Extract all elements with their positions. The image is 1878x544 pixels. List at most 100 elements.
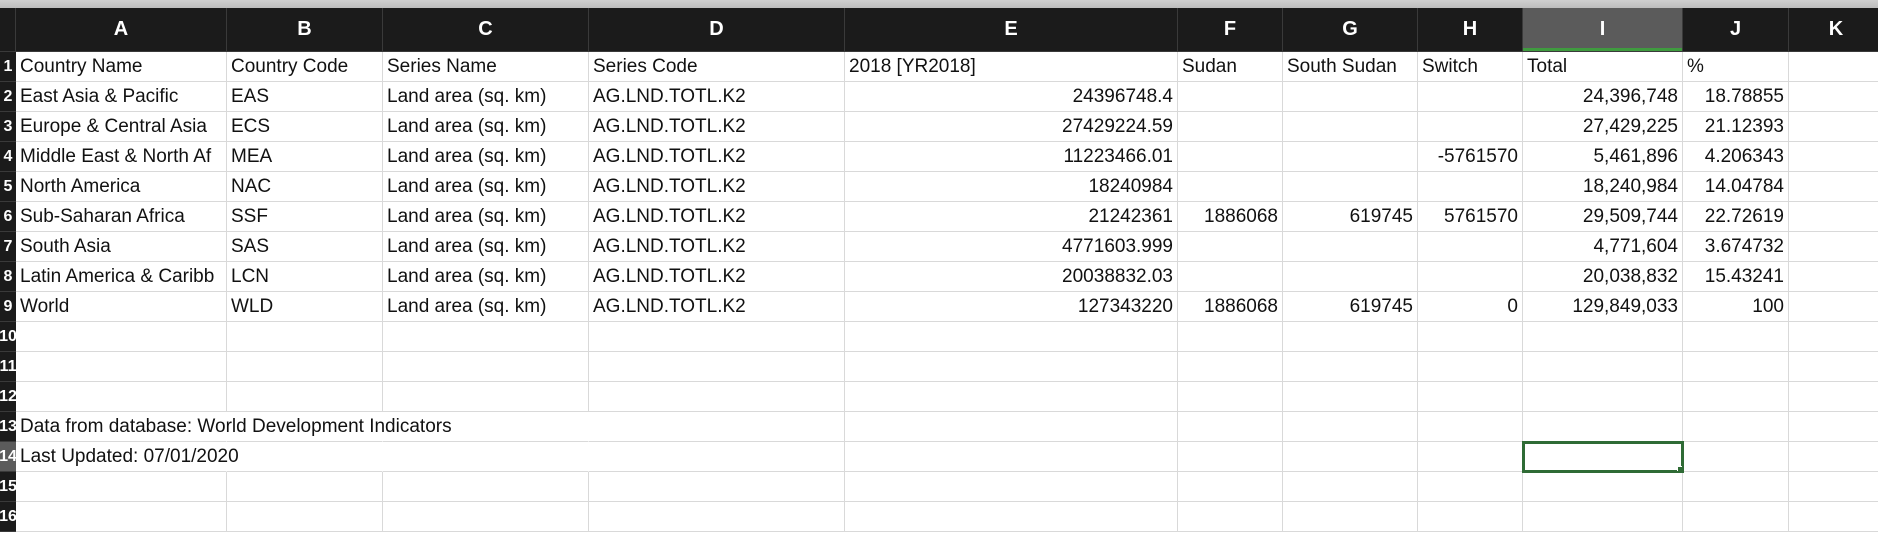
cell-g11[interactable]: [1283, 352, 1418, 382]
row-header-9[interactable]: 9: [0, 292, 16, 322]
cell-h11[interactable]: [1418, 352, 1523, 382]
cell-j4[interactable]: 4.206343: [1683, 142, 1789, 172]
cell-c3[interactable]: Land area (sq. km): [383, 112, 589, 142]
cell-d4[interactable]: AG.LND.TOTL.K2: [589, 142, 845, 172]
cell-f13[interactable]: [1178, 412, 1283, 442]
cell-e11[interactable]: [845, 352, 1178, 382]
cell-a7[interactable]: South Asia: [16, 232, 227, 262]
cell-e6[interactable]: 21242361: [845, 202, 1178, 232]
cell-e10[interactable]: [845, 322, 1178, 352]
cell-k1[interactable]: [1789, 52, 1878, 82]
cell-g4[interactable]: [1283, 142, 1418, 172]
cell-d2[interactable]: AG.LND.TOTL.K2: [589, 82, 845, 112]
column-header-d[interactable]: D: [589, 8, 845, 52]
cell-c16[interactable]: [383, 502, 589, 532]
cell-h8[interactable]: [1418, 262, 1523, 292]
cell-f10[interactable]: [1178, 322, 1283, 352]
cell-g15[interactable]: [1283, 472, 1418, 502]
cell-g16[interactable]: [1283, 502, 1418, 532]
cell-c14[interactable]: [383, 442, 589, 472]
row-header-13[interactable]: 13: [0, 412, 16, 442]
cell-j1[interactable]: %: [1683, 52, 1789, 82]
cell-f7[interactable]: [1178, 232, 1283, 262]
cell-i6[interactable]: 29,509,744: [1523, 202, 1683, 232]
cell-h4[interactable]: -5761570: [1418, 142, 1523, 172]
cell-i3[interactable]: 27,429,225: [1523, 112, 1683, 142]
cell-h10[interactable]: [1418, 322, 1523, 352]
cell-k2[interactable]: [1789, 82, 1878, 112]
cell-b11[interactable]: [227, 352, 383, 382]
row-header-10[interactable]: 10: [0, 322, 16, 352]
row-header-3[interactable]: 3: [0, 112, 16, 142]
cell-j7[interactable]: 3.674732: [1683, 232, 1789, 262]
cell-f15[interactable]: [1178, 472, 1283, 502]
column-header-e[interactable]: E: [845, 8, 1178, 52]
cell-b8[interactable]: LCN: [227, 262, 383, 292]
column-header-i[interactable]: I: [1523, 8, 1683, 52]
cell-a10[interactable]: [16, 322, 227, 352]
cell-f9[interactable]: 1886068: [1178, 292, 1283, 322]
cell-e8[interactable]: 20038832.03: [845, 262, 1178, 292]
cell-j8[interactable]: 15.43241: [1683, 262, 1789, 292]
cell-k10[interactable]: [1789, 322, 1878, 352]
cell-d7[interactable]: AG.LND.TOTL.K2: [589, 232, 845, 262]
cell-f16[interactable]: [1178, 502, 1283, 532]
cell-g12[interactable]: [1283, 382, 1418, 412]
cell-c4[interactable]: Land area (sq. km): [383, 142, 589, 172]
row-header-6[interactable]: 6: [0, 202, 16, 232]
cell-c13[interactable]: [383, 412, 589, 442]
cell-f2[interactable]: [1178, 82, 1283, 112]
cell-f8[interactable]: [1178, 262, 1283, 292]
cell-k13[interactable]: [1789, 412, 1878, 442]
cell-i12[interactable]: [1523, 382, 1683, 412]
cell-d6[interactable]: AG.LND.TOTL.K2: [589, 202, 845, 232]
cell-e7[interactable]: 4771603.999: [845, 232, 1178, 262]
cell-i16[interactable]: [1523, 502, 1683, 532]
cell-i7[interactable]: 4,771,604: [1523, 232, 1683, 262]
cell-e2[interactable]: 24396748.4: [845, 82, 1178, 112]
cell-g14[interactable]: [1283, 442, 1418, 472]
cell-c15[interactable]: [383, 472, 589, 502]
cell-h7[interactable]: [1418, 232, 1523, 262]
cell-d5[interactable]: AG.LND.TOTL.K2: [589, 172, 845, 202]
column-header-f[interactable]: F: [1178, 8, 1283, 52]
cell-a1[interactable]: Country Name: [16, 52, 227, 82]
cell-f11[interactable]: [1178, 352, 1283, 382]
cell-h2[interactable]: [1418, 82, 1523, 112]
cell-h13[interactable]: [1418, 412, 1523, 442]
fill-handle[interactable]: [1677, 466, 1682, 471]
cell-g13[interactable]: [1283, 412, 1418, 442]
cell-h6[interactable]: 5761570: [1418, 202, 1523, 232]
cell-g6[interactable]: 619745: [1283, 202, 1418, 232]
cell-c11[interactable]: [383, 352, 589, 382]
cell-i8[interactable]: 20,038,832: [1523, 262, 1683, 292]
cell-a8[interactable]: Latin America & Caribb: [16, 262, 227, 292]
cell-k5[interactable]: [1789, 172, 1878, 202]
cell-j6[interactable]: 22.72619: [1683, 202, 1789, 232]
cell-d8[interactable]: AG.LND.TOTL.K2: [589, 262, 845, 292]
cell-h9[interactable]: 0: [1418, 292, 1523, 322]
cell-c10[interactable]: [383, 322, 589, 352]
cell-e14[interactable]: [845, 442, 1178, 472]
cell-g10[interactable]: [1283, 322, 1418, 352]
column-header-h[interactable]: H: [1418, 8, 1523, 52]
cell-d13[interactable]: [589, 412, 845, 442]
cell-j12[interactable]: [1683, 382, 1789, 412]
cell-k15[interactable]: [1789, 472, 1878, 502]
cell-a6[interactable]: Sub-Saharan Africa: [16, 202, 227, 232]
row-header-12[interactable]: 12: [0, 382, 16, 412]
cell-c12[interactable]: [383, 382, 589, 412]
cell-i14[interactable]: [1522, 441, 1684, 473]
cell-j13[interactable]: [1683, 412, 1789, 442]
cell-b5[interactable]: NAC: [227, 172, 383, 202]
cell-e5[interactable]: 18240984: [845, 172, 1178, 202]
cell-a13[interactable]: Data from database: World Development In…: [16, 412, 452, 442]
row-header-7[interactable]: 7: [0, 232, 16, 262]
row-header-5[interactable]: 5: [0, 172, 16, 202]
cell-h16[interactable]: [1418, 502, 1523, 532]
cell-d10[interactable]: [589, 322, 845, 352]
row-header-8[interactable]: 8: [0, 262, 16, 292]
cell-d3[interactable]: AG.LND.TOTL.K2: [589, 112, 845, 142]
cell-a3[interactable]: Europe & Central Asia: [16, 112, 227, 142]
cell-k9[interactable]: [1789, 292, 1878, 322]
